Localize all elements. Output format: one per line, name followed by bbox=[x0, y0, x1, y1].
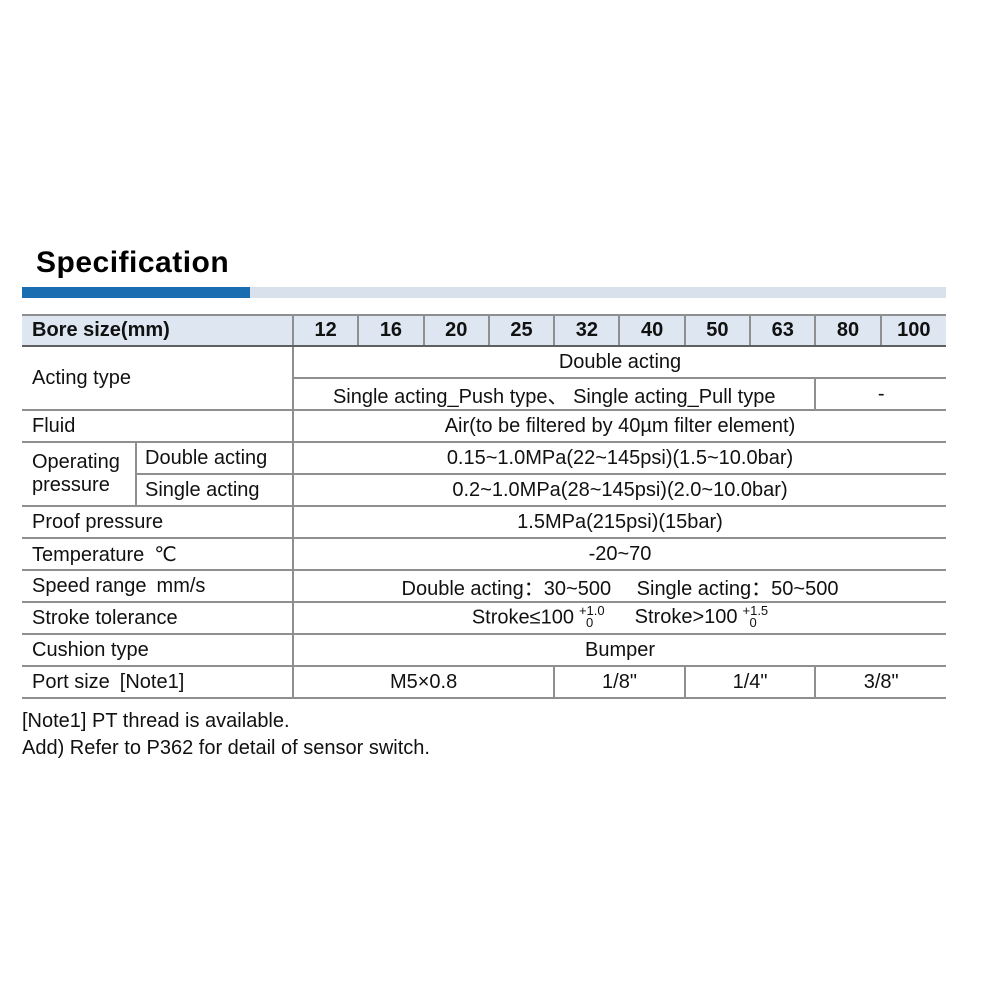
title-underline-accent bbox=[22, 287, 250, 298]
row-operating-pressure-single: Single acting 0.2~1.0MPa(28~145psi)(2.0~… bbox=[22, 473, 946, 506]
footnote-add: Add) Refer to P362 for detail of sensor … bbox=[22, 737, 430, 759]
acting-type-double-cell: Double acting bbox=[292, 346, 946, 378]
row-cushion-type: Cushion type Bumper bbox=[22, 633, 946, 666]
proof-pressure-label: Proof pressure bbox=[22, 505, 293, 538]
row-stroke-tolerance: Stroke tolerance Stroke≤100 +1.0 0 Stroke>1… bbox=[22, 601, 946, 634]
bore-col-header-80: 80 bbox=[814, 314, 881, 347]
specification-table: Bore size(mm) 12 16 20 25 32 40 50 63 80… bbox=[22, 314, 946, 699]
fluid-label: Fluid bbox=[22, 409, 293, 442]
bore-col-header-16: 16 bbox=[357, 314, 424, 347]
speed-range-label: Speed range mm/s bbox=[22, 569, 293, 602]
bore-col-header-20: 20 bbox=[422, 314, 489, 347]
row-proof-pressure: Proof pressure 1.5MPa(215psi)(15bar) bbox=[22, 505, 946, 538]
bore-col-header-63: 63 bbox=[749, 314, 816, 347]
acting-type-label: Acting type bbox=[32, 366, 131, 389]
operating-pressure-single-value: 0.2~1.0MPa(28~145psi)(2.0~10.0bar) bbox=[292, 473, 946, 506]
cushion-type-value-cell: Bumper bbox=[292, 633, 946, 666]
bore-col-header-12: 12 bbox=[291, 314, 359, 347]
cushion-type-label: Cushion type bbox=[22, 633, 293, 666]
stroke-tolerance-value-cell: Stroke≤100 +1.0 0 Stroke>100 +1.5 0 bbox=[292, 601, 946, 634]
row-acting-type-single: Single acting_Push type、 Single acting_P… bbox=[22, 377, 946, 410]
operating-pressure-label: Operating pressure bbox=[22, 441, 136, 506]
speed-range-value-cell: Double acting：30~500 Single acting：50~50… bbox=[292, 569, 946, 602]
row-temperature: Temperature ℃ -20~70 bbox=[22, 537, 946, 570]
operating-pressure-single-label: Single acting bbox=[135, 473, 293, 506]
footnotes: [Note1] PT thread is available. Add) Ref… bbox=[22, 708, 946, 762]
operating-pressure-double-label: Double acting bbox=[135, 441, 293, 474]
bore-size-header-cell: Bore size(mm) bbox=[22, 314, 293, 347]
row-port-size: Port size [Note1] M5×0.8 1/8" 1/4" 3/8" bbox=[22, 665, 946, 699]
tolerance-stack-2: +1.5 0 bbox=[742, 603, 769, 630]
bore-col-header-50: 50 bbox=[683, 314, 751, 347]
row-fluid: Fluid Air(to be filtered by 40µm filter … bbox=[22, 409, 946, 442]
tolerance-stack-1: +1.0 0 bbox=[578, 603, 605, 630]
spec-section: Specification Bore size(mm) 12 16 20 25 … bbox=[22, 246, 946, 762]
row-acting-type-double: Acting type Double acting bbox=[22, 346, 946, 389]
port-size-3-8-cell: 3/8" bbox=[814, 665, 946, 699]
temperature-value-cell: -20~70 bbox=[292, 537, 946, 570]
acting-type-single-cell: Single acting_Push type、 Single acting_P… bbox=[291, 377, 816, 410]
bore-col-header-40: 40 bbox=[618, 314, 685, 347]
title-underline-bar bbox=[22, 287, 946, 298]
bore-col-header-25: 25 bbox=[487, 314, 555, 347]
port-size-1-8-cell: 1/8" bbox=[553, 665, 685, 699]
stroke-tolerance-part1: Stroke≤100 bbox=[471, 606, 574, 629]
bore-col-header-32: 32 bbox=[553, 314, 620, 347]
stroke-tolerance-part2: Stroke>100 bbox=[634, 606, 738, 629]
fluid-value-cell: Air(to be filtered by 40µm filter elemen… bbox=[292, 409, 946, 442]
port-size-1-4-cell: 1/4" bbox=[683, 665, 816, 699]
row-operating-pressure-double: Operating pressure Double acting 0.15~1.… bbox=[22, 441, 946, 506]
proof-pressure-value-cell: 1.5MPa(215psi)(15bar) bbox=[292, 505, 946, 538]
page-title: Specification bbox=[36, 246, 230, 279]
table-header-row: Bore size(mm) 12 16 20 25 32 40 50 63 80… bbox=[22, 314, 946, 347]
port-size-label: Port size [Note1] bbox=[22, 665, 293, 699]
acting-type-na-cell: - bbox=[814, 377, 946, 410]
temperature-label: Temperature ℃ bbox=[22, 537, 293, 570]
footnote-note1: [Note1] PT thread is available. bbox=[22, 710, 290, 732]
operating-pressure-double-value: 0.15~1.0MPa(22~145psi)(1.5~10.0bar) bbox=[292, 441, 946, 474]
port-size-m5-cell: M5×0.8 bbox=[291, 665, 555, 699]
row-speed-range: Speed range mm/s Double acting：30~500 Si… bbox=[22, 569, 946, 602]
stroke-tolerance-label: Stroke tolerance bbox=[22, 601, 293, 634]
bore-col-header-100: 100 bbox=[879, 314, 946, 347]
